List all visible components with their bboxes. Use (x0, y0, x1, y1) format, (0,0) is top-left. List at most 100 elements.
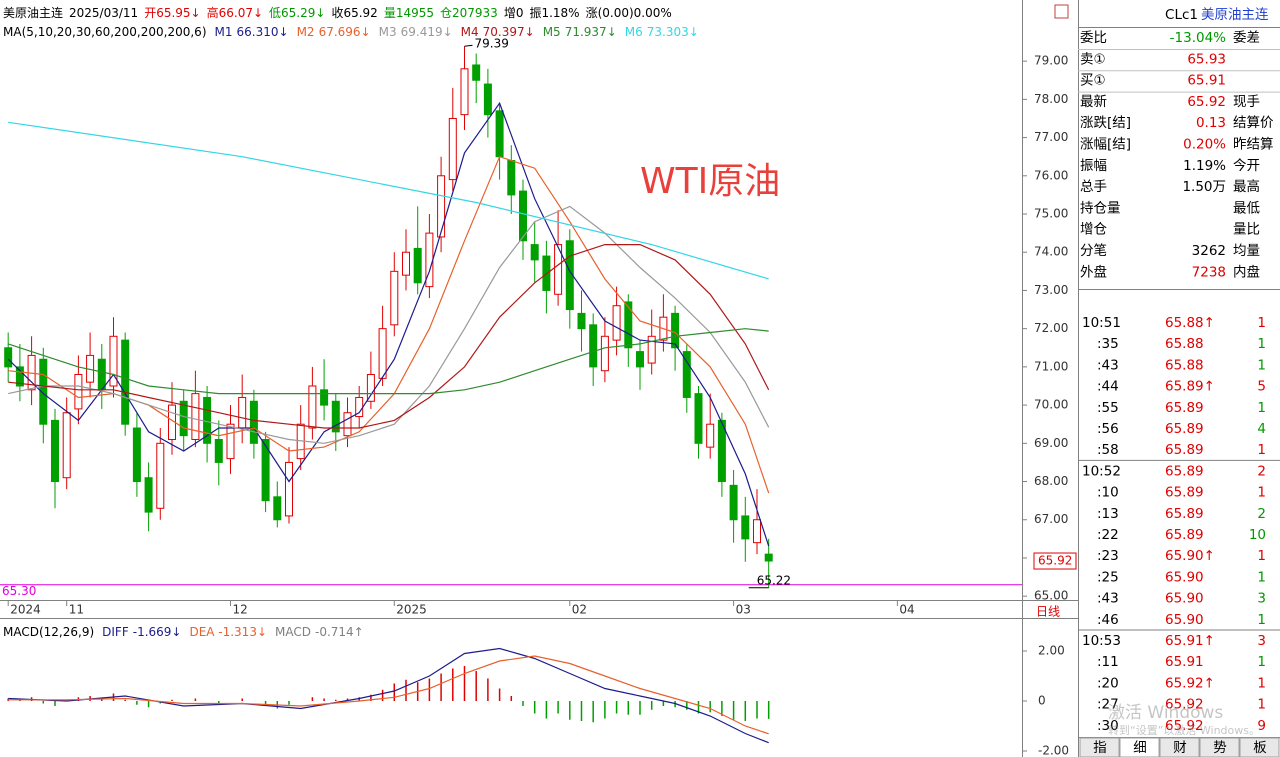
candle-body (308, 385, 317, 429)
tab-label[interactable]: 细 (1133, 740, 1147, 756)
y-tick-label: 68.00 (1034, 474, 1068, 488)
macd-title: MACD(12,26,9) (3, 625, 94, 639)
macd-line (8, 655, 769, 735)
x-tick-label: 04 (899, 603, 914, 617)
header-item: 涨(0.00)0.00% (586, 5, 672, 20)
y-tick-label: 79.00 (1034, 54, 1068, 68)
tab[interactable] (1079, 737, 1120, 757)
tick-volume: 1 (1257, 654, 1266, 670)
x-tick-label: 12 (232, 603, 247, 617)
candle-body (238, 396, 247, 429)
row-label2: 最低 (1233, 200, 1261, 216)
tick-volume: 1 (1257, 357, 1266, 373)
tick-price: 65.89 (1165, 485, 1204, 501)
legend-name: DEA (189, 625, 215, 639)
row-label: 涨幅[结] (1080, 137, 1131, 153)
y-tick-label: 73.00 (1034, 283, 1068, 297)
tick-volume: 5 (1257, 379, 1266, 395)
candle-body (226, 423, 235, 460)
tick-time: :20 (1097, 675, 1119, 691)
legend-value: -0.714↑ (315, 625, 364, 639)
tab-label[interactable]: 势 (1213, 740, 1227, 756)
candle-body (647, 335, 656, 364)
row-value: 0.13 (1196, 115, 1226, 131)
period-label: 日线 (1036, 605, 1060, 619)
row-label: 委比 (1080, 30, 1107, 46)
legend-value: 71.937↓ (565, 25, 617, 39)
tab-label[interactable]: 指 (1093, 740, 1107, 756)
y-tick-label: 75.00 (1034, 207, 1068, 221)
tick-volume: 1 (1257, 697, 1266, 713)
tick-price: 65.89 (1165, 421, 1204, 437)
tab[interactable] (1199, 737, 1240, 757)
ma-line (8, 205, 770, 444)
tick-volume: 1 (1257, 548, 1266, 564)
candle-body (518, 190, 527, 242)
candle-body (495, 110, 504, 158)
tab-label[interactable]: 财 (1173, 740, 1187, 756)
candle-body (378, 328, 387, 379)
tick-volume: 3 (1257, 633, 1266, 649)
tick-price: 65.90 (1165, 569, 1204, 585)
tick-volume: 4 (1257, 421, 1266, 437)
legend-name: M2 (297, 25, 315, 39)
x-tick-label: 2024 (10, 603, 41, 617)
candle-body (74, 374, 83, 410)
candle-body (600, 335, 609, 372)
row-label2: 昨结算 (1233, 137, 1274, 153)
tab[interactable] (1119, 737, 1160, 757)
legend-value: 69.419↓ (401, 25, 453, 39)
row-value: 1.50万 (1182, 179, 1226, 195)
y-tick-label: 76.00 (1034, 168, 1068, 182)
row-label2: 量比 (1233, 222, 1260, 238)
candle-body (144, 477, 153, 513)
tick-volume: 1 (1257, 569, 1266, 585)
tick-price: 65.88↑ (1165, 315, 1215, 331)
code: CLc1 (1165, 7, 1198, 23)
tab[interactable] (1239, 737, 1280, 757)
row-label: 总手 (1080, 179, 1107, 195)
candle-body (635, 351, 644, 368)
candle-body (729, 484, 738, 521)
candle-body (4, 347, 13, 368)
candle-body (249, 400, 258, 444)
reference-label: 65.30 (2, 584, 36, 598)
row-value: 65.93 (1187, 51, 1226, 67)
candle-body (577, 312, 586, 330)
tick-volume: 2 (1257, 506, 1266, 522)
tab[interactable] (1159, 737, 1200, 757)
tick-price: 65.88 (1165, 357, 1204, 373)
header-item: 仓207933 (440, 6, 498, 20)
tab-label[interactable]: 板 (1253, 740, 1267, 756)
header-item: 振1.18% (529, 6, 579, 20)
tick-price: 65.90↑ (1165, 548, 1215, 564)
tick-price: 65.92 (1165, 718, 1204, 734)
tick-volume: 3 (1257, 591, 1266, 607)
max-label: 79.39 (474, 37, 508, 51)
candle-body (448, 117, 457, 181)
candle-body (741, 515, 750, 540)
window-icon[interactable] (1054, 4, 1069, 19)
legend-value: 70.397↓ (483, 25, 535, 39)
candle-body (62, 412, 71, 479)
header-item: 高66.07↓ (207, 5, 263, 20)
tick-price: 65.89 (1165, 527, 1204, 543)
tick-time: :43 (1097, 357, 1119, 373)
candle-body (97, 358, 106, 391)
candle-body (191, 393, 200, 440)
row-label2: 内盘 (1233, 263, 1260, 280)
tick-volume: 10 (1249, 527, 1266, 543)
row-label: 持仓量 (1080, 200, 1121, 216)
candle-body (203, 396, 212, 444)
tick-price: 65.92 (1165, 697, 1204, 713)
macd-legend: MACD(12,26,9) DIFF -1.669↓ DEA -1.313↓ MACD -0… (3, 625, 364, 639)
row-label: 涨跌[结] (1080, 115, 1131, 131)
candle-body (706, 423, 715, 448)
watermark: 转到“设置”以激活 Windows。 (1108, 723, 1260, 737)
tick-time: :13 (1097, 506, 1119, 522)
x-tick-label: 03 (736, 603, 751, 617)
tick-time: 10:52 (1082, 463, 1121, 479)
tick-time: :55 (1097, 400, 1119, 416)
